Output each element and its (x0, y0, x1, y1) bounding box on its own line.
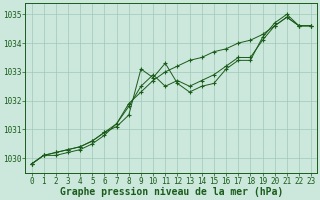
X-axis label: Graphe pression niveau de la mer (hPa): Graphe pression niveau de la mer (hPa) (60, 187, 283, 197)
